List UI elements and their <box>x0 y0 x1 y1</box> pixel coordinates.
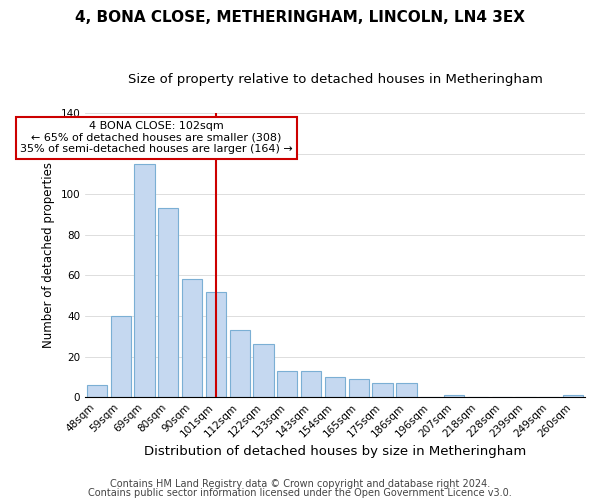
Text: 4 BONA CLOSE: 102sqm
← 65% of detached houses are smaller (308)
35% of semi-deta: 4 BONA CLOSE: 102sqm ← 65% of detached h… <box>20 121 293 154</box>
Bar <box>396 383 416 397</box>
Text: Contains HM Land Registry data © Crown copyright and database right 2024.: Contains HM Land Registry data © Crown c… <box>110 479 490 489</box>
Bar <box>277 371 298 397</box>
Bar <box>373 383 393 397</box>
Bar <box>158 208 178 397</box>
Bar <box>110 316 131 397</box>
Text: 4, BONA CLOSE, METHERINGHAM, LINCOLN, LN4 3EX: 4, BONA CLOSE, METHERINGHAM, LINCOLN, LN… <box>75 10 525 25</box>
Bar <box>206 292 226 397</box>
Bar <box>325 377 345 397</box>
Bar <box>563 395 583 397</box>
X-axis label: Distribution of detached houses by size in Metheringham: Distribution of detached houses by size … <box>144 444 526 458</box>
Bar <box>444 395 464 397</box>
Bar <box>301 371 321 397</box>
Bar <box>349 379 369 397</box>
Bar <box>87 385 107 397</box>
Y-axis label: Number of detached properties: Number of detached properties <box>42 162 55 348</box>
Bar <box>230 330 250 397</box>
Title: Size of property relative to detached houses in Metheringham: Size of property relative to detached ho… <box>128 72 542 86</box>
Bar <box>134 164 155 397</box>
Bar <box>182 280 202 397</box>
Text: Contains public sector information licensed under the Open Government Licence v3: Contains public sector information licen… <box>88 488 512 498</box>
Bar <box>253 344 274 397</box>
